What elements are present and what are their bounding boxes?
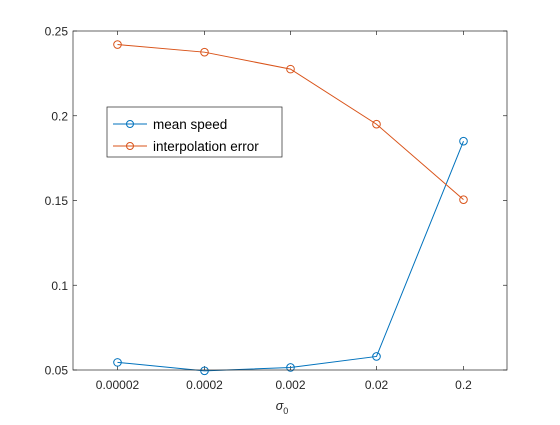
- y-tick-label-0: 0.05: [45, 364, 69, 378]
- data-point-interpolation-error-3: [372, 119, 381, 129]
- legend-label-mean-speed: mean speed: [153, 117, 227, 132]
- data-point-mean-speed-4: [459, 136, 468, 146]
- legend-marker-mean-speed: [126, 120, 134, 128]
- x-tick-label-3: 0.02: [365, 378, 389, 392]
- data-point-mean-speed-3: [372, 352, 381, 361]
- y-tick-label-2: 0.15: [45, 194, 69, 208]
- legend-entry-interpolation-error: interpolation error: [113, 139, 259, 154]
- legend-marker-interpolation-error: [126, 142, 134, 150]
- legend-entry-mean-speed: mean speed: [113, 117, 227, 132]
- data-point-interpolation-error-4: [459, 195, 468, 204]
- x-tick-label-4: 0.2: [455, 378, 472, 392]
- legend-label-interpolation-error: interpolation error: [153, 139, 259, 154]
- x-axis-label-symbol: σ: [276, 399, 284, 413]
- data-point-mean-speed-1: [200, 366, 209, 376]
- series-line-mean-speed: [117, 140, 464, 372]
- data-point-interpolation-error-1: [200, 47, 209, 57]
- x-tick-label-1: 0.0002: [186, 378, 223, 392]
- y-tick-label-1: 0.1: [51, 279, 68, 293]
- axis-ticks: 0.00002 0.0002 0.002 0.02 0.2 0.05 0.1 0.15 0.2 0…: [45, 25, 507, 392]
- x-tick-label-0: 0.00002: [96, 378, 140, 392]
- x-axis-label: σ0: [276, 399, 289, 416]
- legend-box: [106, 106, 283, 158]
- x-axis-label-subscript: 0: [283, 406, 288, 416]
- axes-box: [72, 30, 508, 371]
- data-point-interpolation-error-2: [286, 64, 295, 74]
- y-tick-label-4: 0.25: [45, 25, 69, 39]
- data-point-mean-speed-0: [113, 358, 122, 367]
- data-point-mean-speed-2: [286, 363, 295, 372]
- x-tick-label-2: 0.002: [275, 378, 305, 392]
- series-group: [113, 40, 468, 376]
- plot-area: [73, 31, 507, 370]
- series-line-interpolation-error: [117, 44, 464, 201]
- y-tick-label-3: 0.2: [51, 109, 68, 123]
- legend: mean speed interpolation error: [106, 106, 283, 158]
- data-point-interpolation-error-0: [113, 40, 122, 49]
